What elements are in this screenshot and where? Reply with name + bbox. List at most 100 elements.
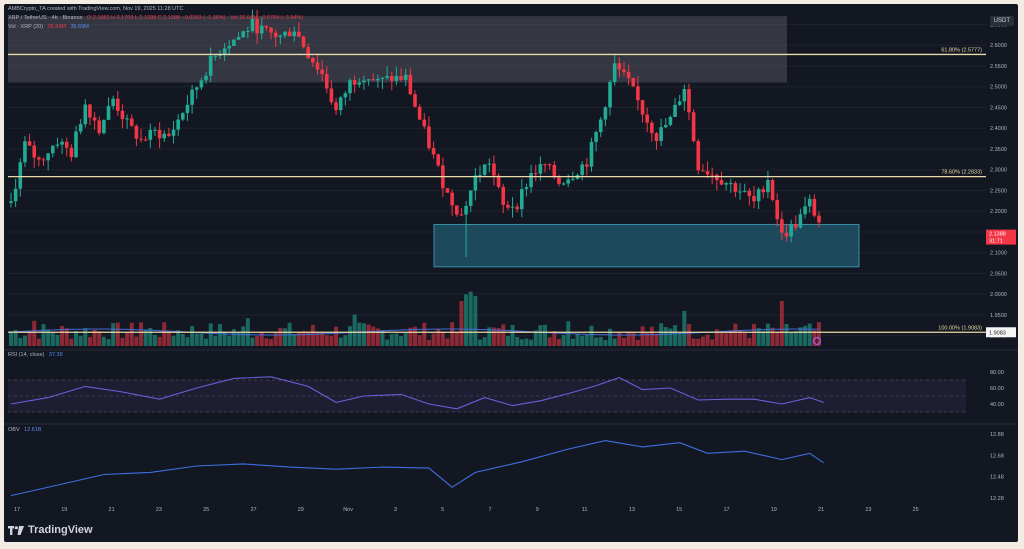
- candle-body: [413, 94, 417, 107]
- volume-bar: [264, 338, 269, 346]
- obv-tick-label: 12.28: [990, 496, 1004, 502]
- fib-100-price-value: 1.9083: [989, 330, 1006, 336]
- quote-currency-badge[interactable]: USDT: [989, 16, 1014, 26]
- volume-bar: [18, 337, 23, 346]
- volume-bar: [55, 334, 60, 346]
- candle-body: [701, 170, 705, 172]
- candle-body: [654, 133, 659, 142]
- candle-body: [663, 124, 668, 128]
- candle-body: [422, 119, 427, 127]
- volume-bar: [408, 327, 413, 346]
- candle-body: [120, 110, 125, 120]
- candle-body: [478, 174, 482, 176]
- volume-bar: [673, 325, 678, 346]
- candle-body: [292, 31, 297, 37]
- volume-bar: [561, 334, 566, 346]
- volume-legend[interactable]: Vol · XRP (20) 35.84M 36.69M: [8, 24, 92, 30]
- volume-bar: [334, 326, 339, 346]
- candle-body: [761, 189, 766, 193]
- candle-body: [427, 126, 431, 149]
- time-tick-label: 11: [582, 507, 588, 513]
- candle-body: [501, 186, 506, 205]
- candle-body: [78, 124, 83, 132]
- volume-bar: [552, 331, 557, 346]
- volume-bar: [36, 338, 41, 346]
- volume-bar: [74, 331, 79, 346]
- volume-bar: [190, 326, 195, 346]
- volume-bar: [635, 339, 640, 346]
- candle-body: [780, 219, 784, 233]
- rsi-tick-label: 60.00: [990, 386, 1004, 392]
- obv-tick-label: 12.88: [990, 432, 1004, 438]
- candle-body: [269, 27, 273, 33]
- volume-bar: [584, 334, 589, 346]
- candle-body: [23, 141, 27, 163]
- rsi-legend[interactable]: RSI (14, close) 37.39: [8, 352, 66, 358]
- candle-body: [167, 133, 171, 136]
- candle-body: [673, 104, 677, 118]
- ohlc-values: O 2.1682 H 2.1709 L 2.1298 C 2.1388 −0.0…: [86, 15, 226, 21]
- obv-tick-label: 12.48: [990, 475, 1004, 481]
- candle-body: [492, 163, 496, 176]
- volume-bar: [677, 333, 682, 346]
- symbol-title: XRP / TetherUS · 4h · Binance: [8, 15, 83, 21]
- volume-bar: [296, 332, 301, 346]
- volume-bar: [519, 339, 524, 346]
- obv-legend[interactable]: OBV 12.61B: [8, 427, 45, 433]
- price-tick-label: 2.3500: [990, 147, 1007, 153]
- symbol-legend[interactable]: XRP / TetherUS · 4h · Binance O 2.1682 H…: [8, 15, 306, 21]
- volume-bar: [41, 324, 46, 346]
- candle-body: [352, 80, 357, 85]
- candle-body: [677, 101, 682, 105]
- candle-body: [482, 164, 487, 175]
- volume-bar: [594, 337, 599, 346]
- candle-body: [807, 198, 812, 207]
- time-tick-label: 23: [156, 507, 162, 513]
- chart-canvas[interactable]: 61.80% (2.5777) 78.60% (2.2833) 100.00% (1…: [4, 4, 1018, 542]
- candle-body: [153, 129, 157, 131]
- volume-bar: [97, 331, 102, 346]
- volume-bar: [278, 327, 283, 346]
- volume-bar: [180, 334, 185, 346]
- candle-body: [803, 206, 807, 215]
- attribution-text: AMBCrypto_TA created with TradingView.co…: [8, 6, 184, 12]
- volume-bar: [171, 335, 176, 346]
- candle-body: [125, 118, 129, 120]
- tradingview-logo[interactable]: TradingView: [8, 524, 93, 536]
- volume-bar: [645, 331, 650, 346]
- candle-body: [97, 120, 102, 134]
- candle-body: [436, 154, 441, 166]
- candle-body: [529, 173, 533, 188]
- candle-body: [617, 63, 622, 70]
- candle-body: [557, 177, 561, 184]
- countdown-value: 31:71: [989, 239, 1003, 245]
- volume-bar: [208, 323, 213, 346]
- candle-body: [241, 31, 245, 38]
- volume-bar: [320, 332, 325, 346]
- candle-body: [510, 206, 515, 208]
- time-tick-label: 29: [298, 507, 304, 513]
- candle-body: [218, 55, 222, 57]
- candle-body: [668, 117, 673, 125]
- volume-bar: [343, 335, 348, 346]
- candle-body: [789, 224, 793, 237]
- volume-bar: [366, 324, 371, 346]
- candle-body: [622, 69, 626, 72]
- volume-bar: [27, 332, 32, 346]
- time-tick-label: 25: [203, 507, 209, 513]
- volume-bar: [580, 335, 585, 346]
- volume-bar: [292, 334, 297, 346]
- candle-body: [817, 215, 821, 223]
- volume-bar: [64, 328, 69, 346]
- candle-body: [636, 86, 640, 101]
- volume-bar: [134, 336, 139, 346]
- price-tick-label: 2.4000: [990, 126, 1007, 132]
- volume-bar: [22, 335, 27, 346]
- candle-body: [696, 141, 701, 171]
- candle-body: [102, 119, 106, 134]
- candle-body: [273, 32, 278, 38]
- volume-bar: [747, 337, 752, 346]
- volume-bar: [204, 338, 209, 346]
- time-tick-label: 17: [14, 507, 20, 513]
- time-tick-label: 17: [723, 507, 729, 513]
